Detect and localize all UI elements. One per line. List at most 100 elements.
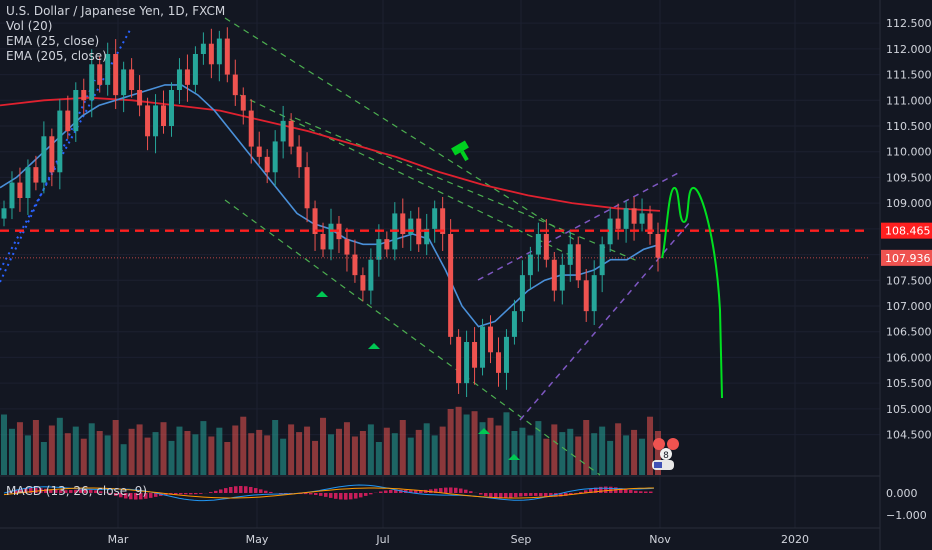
candle-body[interactable] [272,141,278,173]
projection-curve[interactable] [661,186,723,399]
candle-body[interactable] [137,90,143,106]
volume-indicator-label[interactable]: Vol (20) [6,19,53,33]
candle-body[interactable] [352,254,358,276]
candle-body[interactable] [527,254,533,276]
candle-body[interactable] [464,342,470,384]
green-channel-line-3[interactable] [294,117,641,263]
candle-body[interactable] [288,120,294,147]
ema-25-label[interactable]: EMA (25, close) [6,34,100,48]
candle-body[interactable] [480,326,486,368]
green-channel-line-1[interactable] [224,17,576,241]
candle-body[interactable] [33,167,39,183]
candle-body[interactable] [376,239,382,260]
candle-body[interactable] [1,208,7,219]
candle-body[interactable] [113,54,119,96]
candle-body[interactable] [408,218,414,234]
candle-body[interactable] [200,43,206,54]
candle-body[interactable] [240,95,246,111]
candles[interactable] [1,27,661,398]
signal-line[interactable] [3,487,654,499]
candle-body[interactable] [304,167,310,209]
candle-body[interactable] [344,239,350,255]
candle-body[interactable] [495,352,501,373]
candle-body[interactable] [312,208,318,234]
candle-body[interactable] [153,105,159,137]
green-channel-line-4[interactable] [224,199,601,476]
candle-body[interactable] [583,280,589,312]
candle-body[interactable] [567,244,573,265]
candle-body[interactable] [232,74,238,96]
candle-body[interactable] [105,54,111,85]
candle-body[interactable] [328,223,334,250]
candle-body[interactable] [25,167,31,198]
time-axis[interactable]: Mar May Jul Sep Nov 2020 [108,533,809,546]
candle-body[interactable] [551,259,557,291]
candle-body[interactable] [456,336,462,384]
candle-body[interactable] [639,213,645,224]
candle-body[interactable] [145,105,151,137]
green-channel-line-2[interactable] [239,94,581,261]
candle-body[interactable] [161,105,167,126]
candle-body[interactable] [400,213,406,234]
ema-205-label[interactable]: EMA (205, close) [6,49,107,63]
candle-body[interactable] [9,182,15,209]
candle-body[interactable] [472,342,478,368]
candle-body[interactable] [89,64,95,101]
symbol-title[interactable]: U.S. Dollar / Japanese Yen, 1D, FXCM [6,4,226,18]
candle-body[interactable] [129,69,135,90]
candle-body[interactable] [591,275,597,312]
candle-body[interactable] [224,38,230,75]
candle-body[interactable] [488,326,494,353]
candle-body[interactable] [599,244,605,276]
ema-205-line[interactable] [0,96,661,212]
candle-body[interactable] [280,120,286,142]
candle-body[interactable] [264,156,270,173]
candle-body[interactable] [81,90,87,101]
candle-body[interactable] [73,90,79,132]
candle-body[interactable] [575,244,581,281]
candle-body[interactable] [432,208,438,229]
candle-body[interactable] [503,336,509,373]
macd-pane[interactable]: 0.000 −1.000 [3,484,927,522]
candle-body[interactable] [631,208,637,224]
candle-body[interactable] [256,146,262,157]
candle-body[interactable] [535,234,541,255]
candle-body[interactable] [216,38,222,65]
candle-body[interactable] [655,234,661,258]
candle-body[interactable] [65,110,71,132]
candle-body[interactable] [559,264,565,291]
candle-body[interactable] [647,213,653,234]
candle-body[interactable] [320,234,326,250]
candle-body[interactable] [17,182,23,198]
purple-channel-top[interactable] [477,171,681,281]
macd-label[interactable]: MACD (13, 26, close, 9) [6,484,148,498]
candle-body[interactable] [448,234,454,337]
candle-body[interactable] [49,136,55,173]
candle-body[interactable] [184,69,190,85]
candle-body[interactable] [176,69,182,90]
trend-drawings[interactable] [0,17,691,476]
candle-body[interactable] [208,43,214,65]
candle-body[interactable] [248,110,254,147]
candle-body[interactable] [623,208,629,229]
candle-body[interactable] [424,228,430,245]
candle-body[interactable] [368,259,374,291]
candle-body[interactable] [168,90,174,126]
event-badge[interactable]: 8 [652,438,679,470]
candle-body[interactable] [440,208,446,234]
candle-body[interactable] [121,69,127,96]
candle-body[interactable] [360,275,366,291]
candle-body[interactable] [41,136,47,183]
candle-body[interactable] [97,64,103,85]
candle-body[interactable] [57,110,63,173]
blue-channel-bottom[interactable] [0,79,96,283]
candle-body[interactable] [192,54,198,85]
candle-body[interactable] [296,146,302,168]
candle-body[interactable] [416,218,422,245]
candle-body[interactable] [543,234,549,260]
candle-body[interactable] [519,275,525,312]
candle-body[interactable] [511,311,517,337]
candle-body[interactable] [615,218,621,229]
candle-body[interactable] [384,239,390,250]
